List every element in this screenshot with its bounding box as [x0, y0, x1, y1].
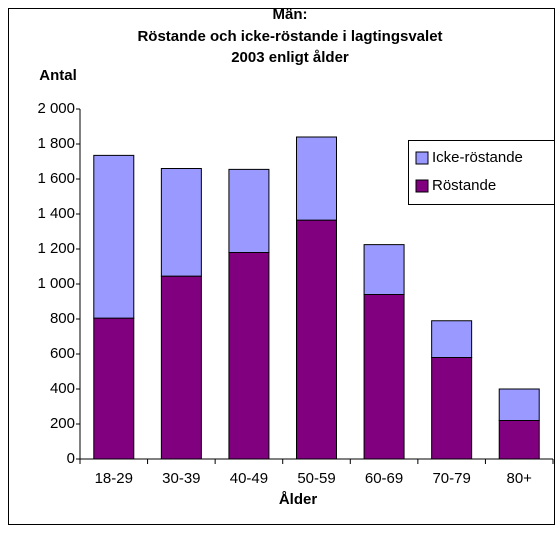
bar-segment: [363, 294, 405, 460]
y-tick-label: 400: [50, 380, 75, 397]
y-tick-label: 1 600: [37, 170, 75, 187]
legend-label: Röstande: [432, 177, 496, 194]
x-tick-label: 50-59: [297, 470, 335, 487]
bar-segment: [160, 275, 202, 460]
bar-segment: [431, 357, 473, 460]
x-tick-label: 30-39: [162, 470, 200, 487]
chart-title: Röstande och icke-röstande i lagtingsval…: [137, 28, 442, 45]
y-tick-label: 1 400: [37, 205, 75, 222]
bar-segment: [431, 320, 473, 358]
bar-segment: [228, 168, 270, 253]
bar-segment: [160, 168, 202, 277]
bar-segment: [228, 252, 270, 460]
x-tick-label: 60-69: [365, 470, 403, 487]
y-tick-label: 200: [50, 415, 75, 432]
x-tick-label: 40-49: [230, 470, 268, 487]
x-tick-label: 70-79: [432, 470, 470, 487]
y-tick-label: 800: [50, 310, 75, 327]
bar-segment: [498, 388, 540, 421]
chart-frame: [8, 8, 555, 525]
y-tick-label: 2 000: [37, 100, 75, 117]
y-tick-label: 1 000: [37, 275, 75, 292]
y-tick-label: 1 200: [37, 240, 75, 257]
legend-box: [408, 140, 555, 205]
x-tick-label: 18-29: [95, 470, 133, 487]
y-axis-label: Antal: [39, 67, 77, 84]
y-tick-label: 1 800: [37, 135, 75, 152]
chart-title: Män:: [273, 6, 308, 23]
y-tick-label: 0: [67, 450, 75, 467]
bar-segment: [498, 420, 540, 460]
bar-segment: [93, 317, 135, 460]
bar-segment: [93, 154, 135, 319]
x-tick-label: 80+: [506, 470, 532, 487]
chart-title: 2003 enligt ålder: [231, 49, 349, 66]
y-tick-label: 600: [50, 345, 75, 362]
bar-segment: [296, 219, 337, 460]
legend-label: Icke-röstande: [432, 149, 523, 166]
legend-swatch: [415, 151, 429, 165]
x-axis-label: Ålder: [279, 491, 318, 508]
bar-segment: [363, 244, 405, 295]
bar-segment: [296, 136, 337, 221]
legend-swatch: [415, 179, 429, 193]
